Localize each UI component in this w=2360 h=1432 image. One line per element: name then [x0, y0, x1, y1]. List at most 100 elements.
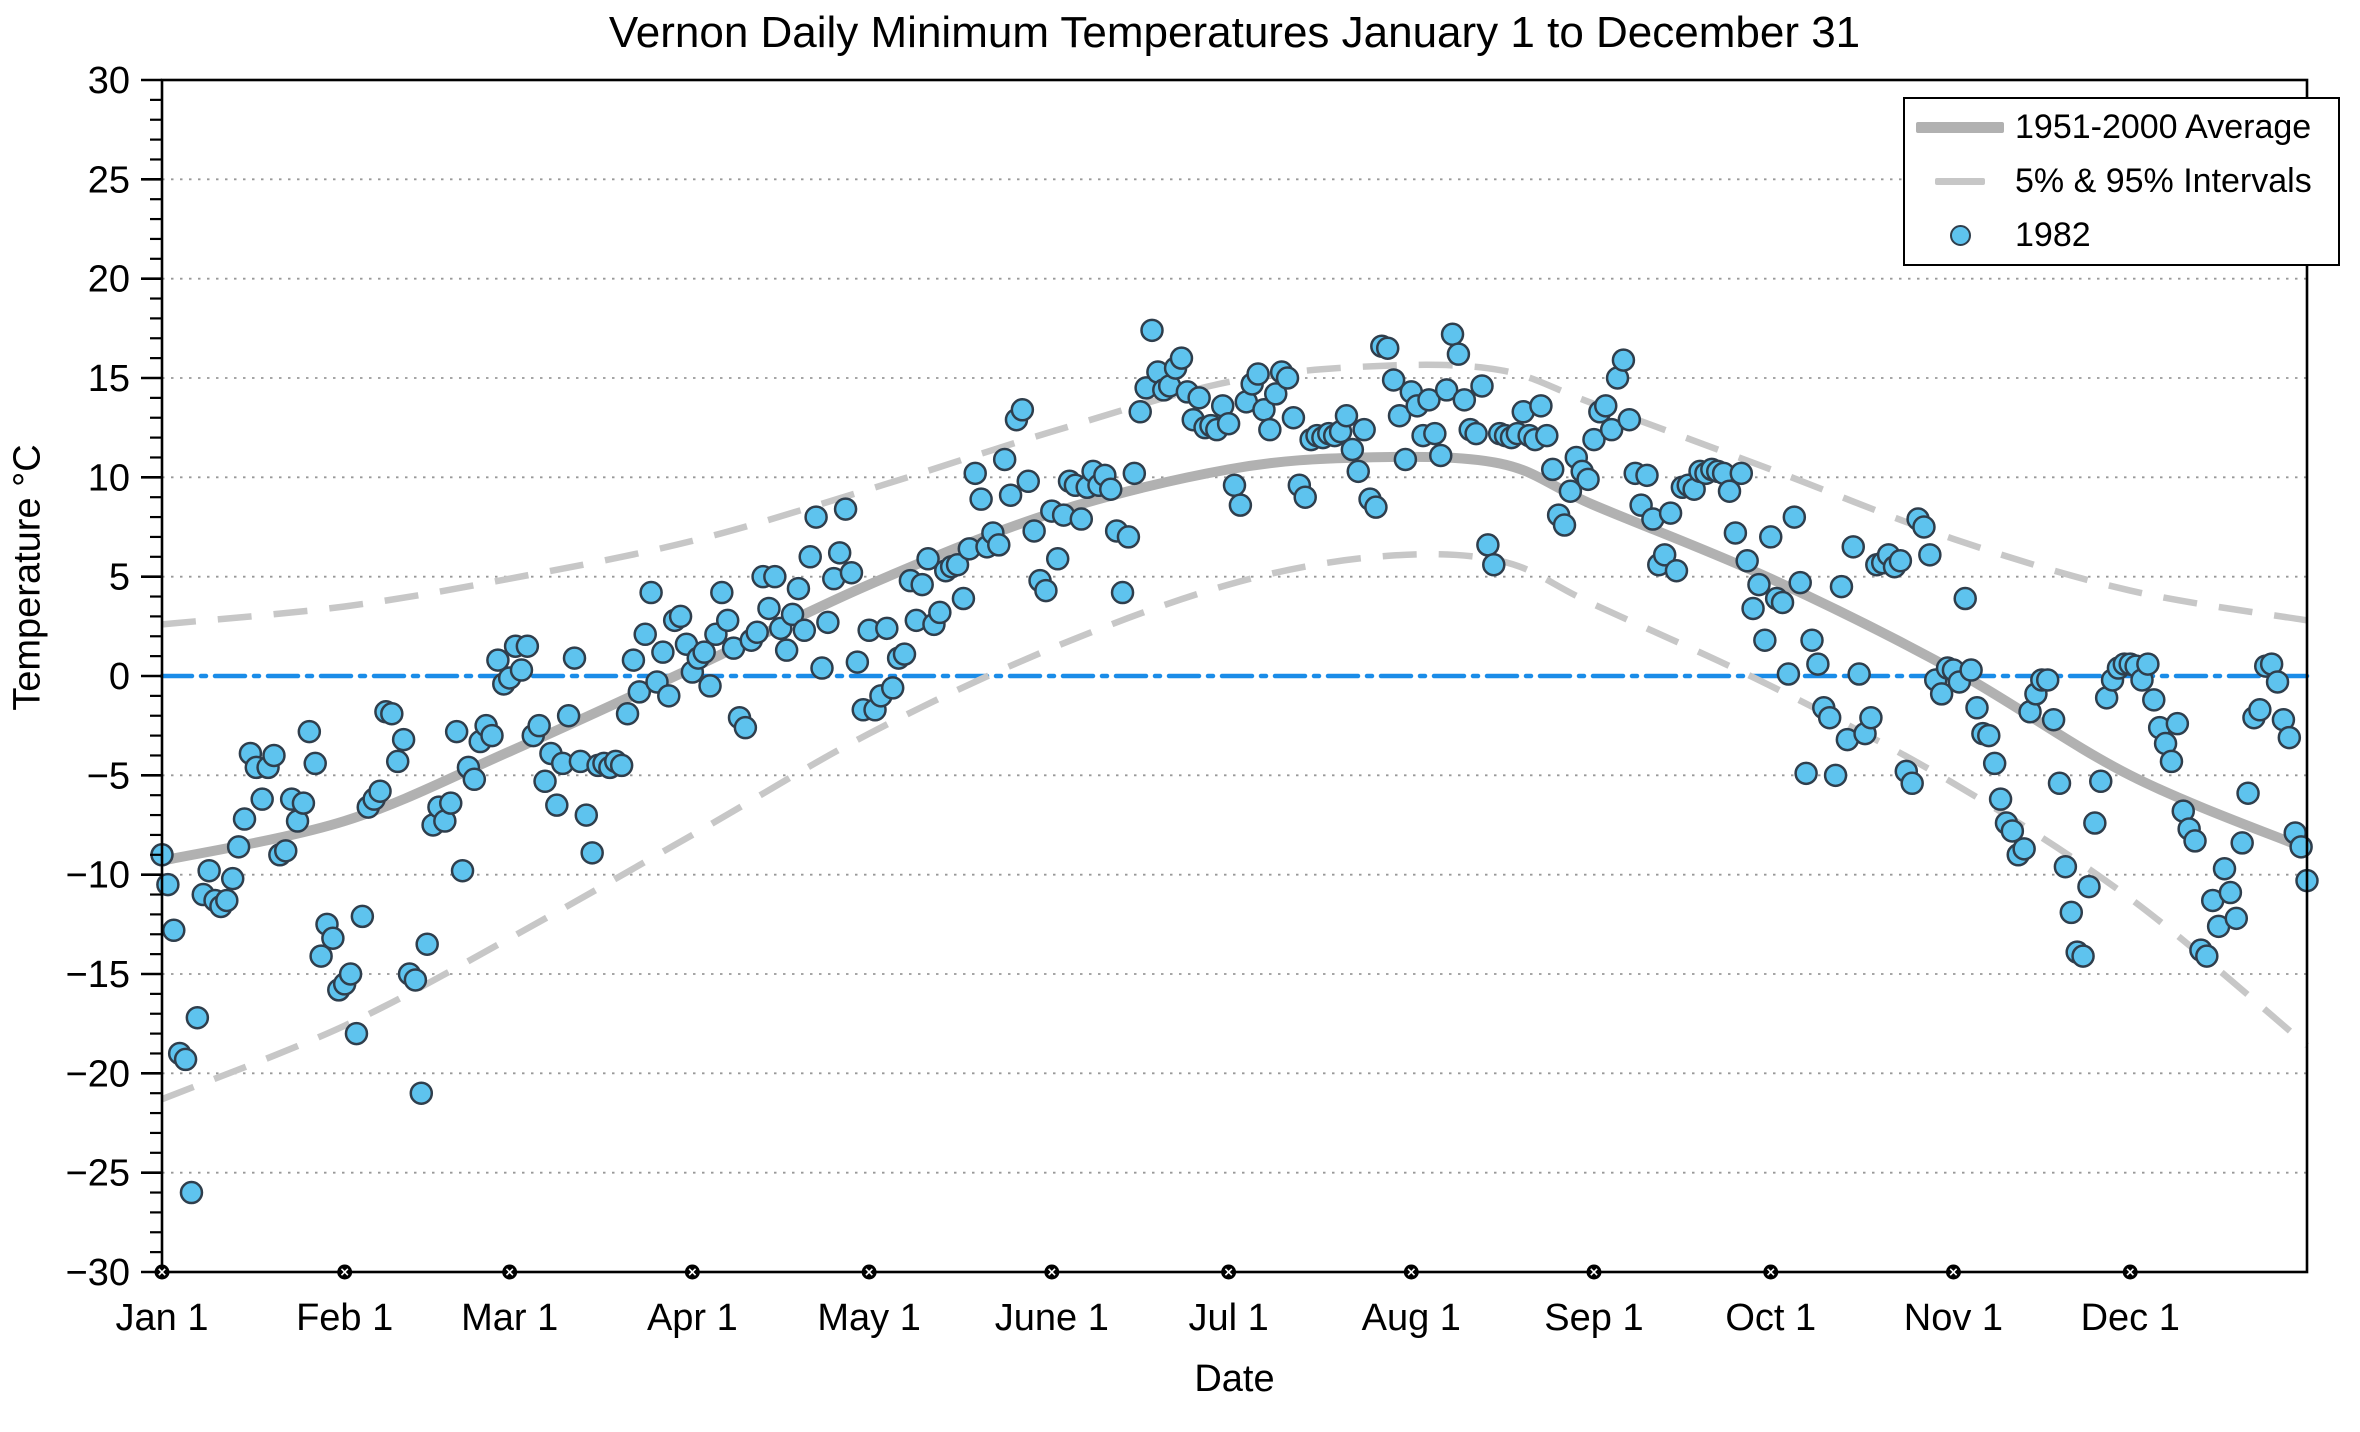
- data-point: [1594, 394, 1618, 418]
- data-point: [1540, 457, 1565, 482]
- data-point: [262, 743, 286, 768]
- data-point: [633, 622, 657, 647]
- data-point: [1929, 682, 1954, 706]
- data-point: [1576, 467, 1600, 492]
- data-point: [2041, 707, 2066, 732]
- y-tick-label: 0: [109, 656, 130, 698]
- data-point: [2142, 688, 2166, 712]
- data-point: [1423, 421, 1447, 446]
- data-point: [2059, 900, 2084, 925]
- data-point: [1982, 751, 2007, 776]
- data-point: [2083, 811, 2107, 835]
- data-point: [220, 866, 245, 891]
- data-point: [415, 932, 439, 956]
- scatter-series-1982: [150, 318, 2319, 1205]
- x-tick: [502, 1264, 518, 1280]
- data-point: [1387, 403, 1412, 428]
- data-point: [1222, 473, 1247, 498]
- data-point: [1900, 771, 1924, 796]
- data-point: [833, 497, 858, 521]
- data-point: [1723, 521, 1748, 545]
- data-point: [2236, 781, 2260, 805]
- legend-label: 1951-2000 Average: [2015, 107, 2312, 146]
- x-tick-label: Dec 1: [2081, 1297, 2180, 1339]
- data-point: [987, 533, 1011, 557]
- data-point: [403, 968, 428, 992]
- data-point: [1169, 346, 1194, 370]
- data-point: [1599, 417, 1624, 442]
- data-point: [1535, 423, 1559, 448]
- data-point: [486, 648, 510, 672]
- data-point: [1806, 652, 1830, 676]
- y-tick-label: 25: [88, 159, 130, 201]
- y-tick-label: −15: [66, 954, 130, 996]
- axes-frame: −30 −25 −20 −15 −10 −5 0 5 10 15 20 25 30 Jan 1 Feb 1 M…: [66, 60, 2309, 1339]
- data-point: [1829, 574, 1854, 599]
- data-point: [1334, 403, 1359, 428]
- x-tick-label: Mar 1: [461, 1297, 558, 1339]
- data-point: [1128, 400, 1152, 424]
- x-tick-label: Nov 1: [1904, 1297, 2003, 1339]
- x-tick: [1586, 1264, 1602, 1280]
- data-point: [1216, 411, 1241, 436]
- x-axis-label: Date: [1194, 1358, 1275, 1400]
- legend-item-average: 1951-2000 Average: [1905, 101, 2338, 153]
- x-tick: [861, 1264, 877, 1280]
- data-point: [668, 604, 693, 629]
- data-point: [1464, 421, 1488, 446]
- data-point: [2089, 769, 2113, 794]
- data-point: [1652, 543, 1677, 567]
- data-point: [1440, 322, 1465, 347]
- y-tick-label: 10: [88, 457, 130, 499]
- data-point: [1747, 572, 1771, 597]
- legend-item-1982: 1982: [1905, 209, 2338, 261]
- scatter-marker-swatch: [1905, 224, 2015, 246]
- data-point: [1352, 417, 1376, 442]
- data-point: [609, 753, 634, 778]
- data-point: [1782, 505, 1807, 529]
- data-point: [1110, 580, 1135, 605]
- data-point: [1417, 388, 1441, 412]
- data-point: [2212, 856, 2237, 881]
- data-point: [1381, 368, 1406, 392]
- data-point: [798, 545, 822, 569]
- data-point: [1275, 366, 1300, 390]
- data-point: [1264, 382, 1288, 406]
- data-point: [710, 580, 734, 605]
- data-point: [450, 858, 475, 883]
- x-tick-label: Jul 1: [1188, 1297, 1268, 1339]
- x-tick-label: June 1: [995, 1297, 1109, 1339]
- data-point: [992, 447, 1017, 472]
- data-point: [185, 1005, 210, 1030]
- data-point: [845, 650, 870, 674]
- data-point: [780, 602, 805, 627]
- data-point: [303, 751, 327, 776]
- data-point: [1735, 549, 1759, 573]
- x-tick-label: Sep 1: [1544, 1297, 1643, 1339]
- legend-item-intervals: 5% & 95% Intervals: [1905, 155, 2338, 207]
- data-point: [2159, 749, 2184, 774]
- data-point: [1140, 318, 1164, 343]
- data-point: [1988, 787, 2013, 811]
- data-point: [1788, 570, 1812, 595]
- data-point: [627, 680, 652, 704]
- data-point: [2077, 874, 2101, 899]
- data-point: [715, 608, 740, 633]
- data-point: [892, 642, 917, 666]
- data-point: [733, 715, 758, 740]
- data-point: [274, 839, 298, 863]
- data-point: [179, 1180, 204, 1205]
- average-curve: [157, 451, 2312, 866]
- data-point: [1847, 662, 1871, 686]
- data-point: [173, 1047, 198, 1072]
- data-point: [444, 719, 469, 744]
- x-tick-label: Feb 1: [296, 1297, 393, 1339]
- data-point: [2047, 771, 2072, 796]
- data-point: [928, 600, 952, 625]
- data-point: [1375, 336, 1400, 360]
- data-point: [226, 835, 251, 859]
- data-point: [556, 703, 581, 728]
- data-point: [1658, 501, 1683, 525]
